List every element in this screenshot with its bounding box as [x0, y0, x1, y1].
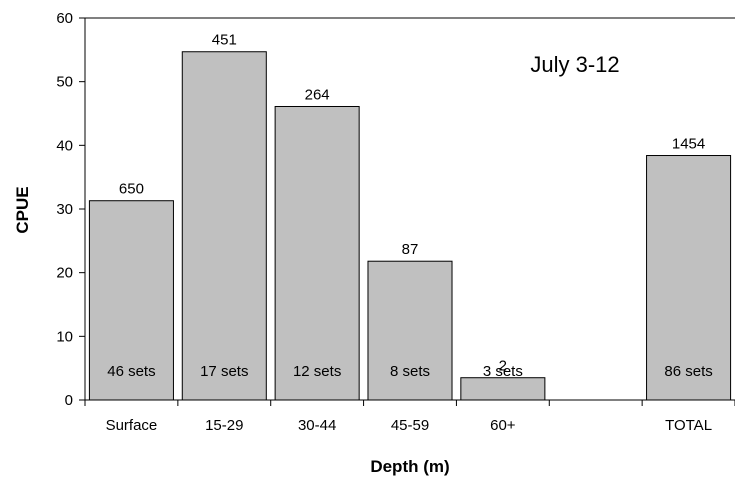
bar-sets-label: 3 sets	[483, 363, 523, 380]
x-tick-label: TOTAL	[665, 417, 712, 434]
bar-sets-label: 12 sets	[293, 363, 341, 380]
y-tick-label: 60	[56, 10, 73, 27]
y-axis-title: CPUE	[13, 186, 32, 233]
x-tick-label: 30-44	[298, 417, 336, 434]
bar	[88, 200, 174, 401]
y-tick-label: 10	[56, 328, 73, 345]
bar-value-label: 87	[402, 241, 419, 258]
x-axis-title: Depth (m)	[370, 457, 449, 476]
bar-labels: 650 46 sets 451 17 sets 264 12 sets 87 8 sets 23…	[107, 32, 713, 380]
bar-value-label: 1454	[672, 136, 705, 153]
y-tick-label: 0	[65, 392, 73, 409]
bar-value-label: 451	[212, 32, 237, 49]
bar-sets-label: 86 sets	[664, 363, 712, 380]
bar-value-label: 650	[119, 181, 144, 198]
bar	[460, 377, 546, 401]
chart-annotation: July 3-12	[530, 52, 619, 77]
bar-value-label: 264	[305, 86, 330, 103]
x-tick-label: 15-29	[205, 417, 243, 434]
bar	[367, 260, 453, 401]
bar	[646, 155, 732, 401]
bar-sets-label: 8 sets	[390, 363, 430, 380]
bar-value-label: 2	[499, 358, 507, 375]
x-tick-label: 60+	[490, 417, 516, 434]
bar-sets-label: 17 sets	[200, 363, 248, 380]
y-tick-label: 30	[56, 201, 73, 218]
y-axis: 0 10 20 30 40 50 60	[56, 10, 735, 409]
y-tick-label: 20	[56, 265, 73, 282]
bar	[181, 51, 267, 401]
x-tick-label: 45-59	[391, 417, 429, 434]
x-axis: Surface 15-29 30-44 45-59 60+ TOTAL	[84, 399, 735, 434]
y-tick-label: 50	[56, 74, 73, 91]
bar-sets-label: 46 sets	[107, 363, 155, 380]
x-tick-label: Surface	[106, 417, 158, 434]
bar	[274, 105, 360, 401]
bars	[88, 51, 732, 401]
y-tick-label: 40	[56, 137, 73, 154]
